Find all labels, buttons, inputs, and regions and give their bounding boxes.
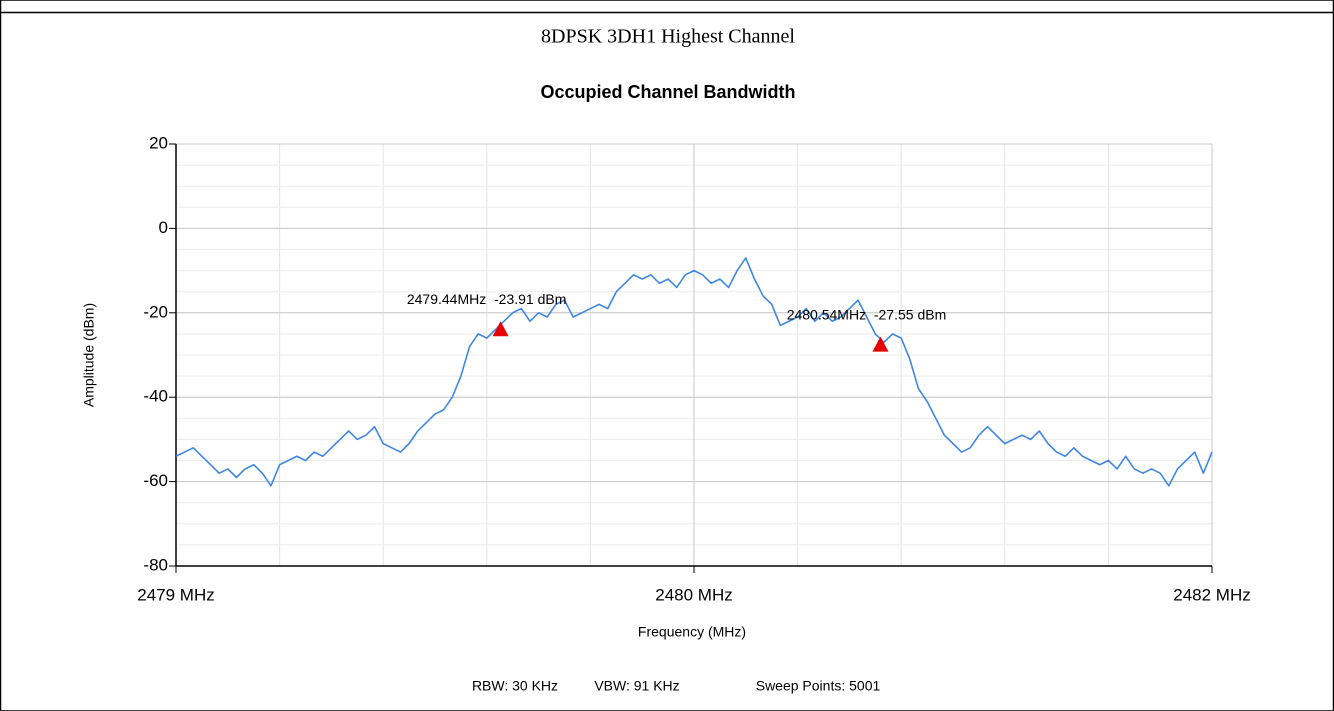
heading: 8DPSK 3DH1 Highest Channel xyxy=(541,26,795,48)
y-axis-label: Amplitude (dBm) xyxy=(81,303,97,407)
y-tick-label: -20 xyxy=(143,302,168,321)
chart-title: Occupied Channel Bandwidth xyxy=(540,82,795,102)
y-tick-label: -40 xyxy=(143,387,168,406)
marker-label: 2479.44MHz -23.91 dBm xyxy=(407,291,567,307)
plot: 2479.44MHz -23.91 dBm 2480.54MHz -27.55 d… xyxy=(175,257,1213,487)
trace xyxy=(175,257,1213,487)
grid: -80 -60 -40 -20 0 20 2479 MHz 2480 MHz 2482 MHz xyxy=(137,133,1250,604)
y-tick-label: 20 xyxy=(149,133,168,152)
footer-rbw: RBW: 30 KHz xyxy=(472,678,558,694)
marker xyxy=(492,321,509,337)
marker-label: 2480.54MHz -27.55 dBm xyxy=(787,306,947,322)
x-tick-label: 2479 MHz xyxy=(137,585,214,604)
y-tick-label: 0 xyxy=(159,218,168,237)
x-tick-label: 2480 MHz xyxy=(655,585,732,604)
y-tick-label: -60 xyxy=(143,471,168,490)
footer-sweep: Sweep Points: 5001 xyxy=(756,678,881,694)
x-tick-label: 2482 MHz xyxy=(1173,585,1250,604)
x-axis-label: Frequency (MHz) xyxy=(638,624,746,640)
y-tick-label: -80 xyxy=(143,555,168,574)
marker xyxy=(872,336,889,352)
footer-vbw: VBW: 91 KHz xyxy=(594,678,679,694)
